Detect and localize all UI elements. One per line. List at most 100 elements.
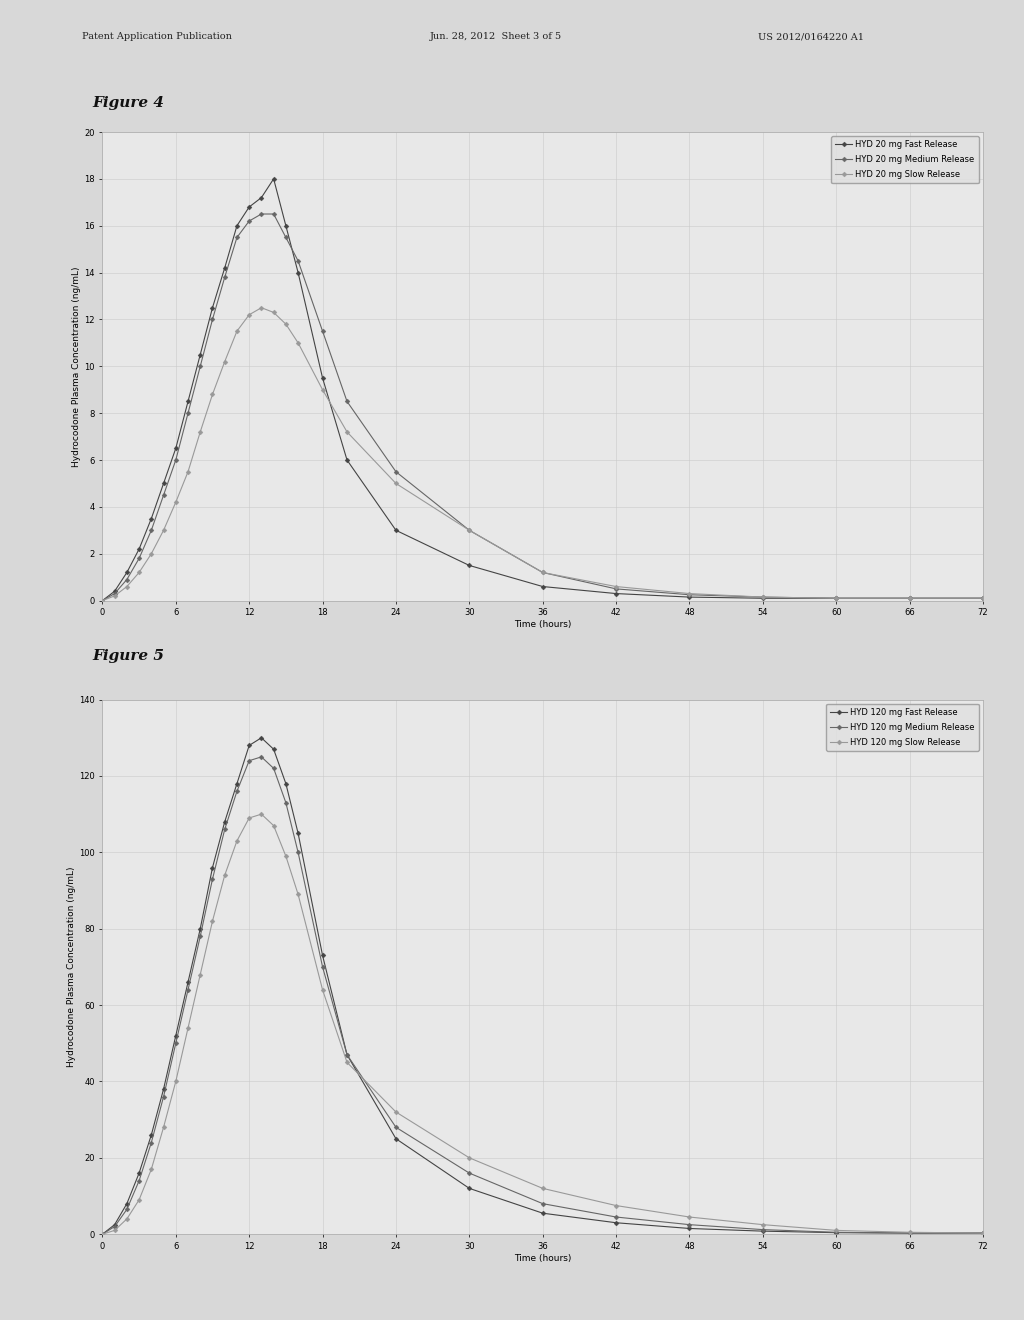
HYD 120 mg Fast Release bbox=[316, 948, 329, 964]
HYD 20 mg Fast Release bbox=[158, 475, 170, 491]
HYD 120 mg Slow Release bbox=[109, 1222, 121, 1238]
HYD 20 mg Medium Release bbox=[133, 550, 145, 566]
HYD 120 mg Fast Release bbox=[977, 1225, 989, 1241]
HYD 120 mg Fast Release bbox=[109, 1217, 121, 1233]
HYD 20 mg Fast Release bbox=[903, 590, 915, 606]
HYD 20 mg Fast Release bbox=[243, 199, 255, 215]
HYD 120 mg Fast Release bbox=[610, 1214, 623, 1230]
HYD 120 mg Medium Release bbox=[341, 1047, 353, 1063]
Text: Figure 5: Figure 5 bbox=[92, 648, 164, 663]
HYD 120 mg Slow Release bbox=[463, 1150, 475, 1166]
HYD 120 mg Medium Release bbox=[109, 1218, 121, 1234]
Line: HYD 20 mg Medium Release: HYD 20 mg Medium Release bbox=[100, 213, 985, 602]
HYD 20 mg Fast Release bbox=[218, 260, 230, 276]
HYD 120 mg Medium Release bbox=[158, 1089, 170, 1105]
Line: HYD 120 mg Fast Release: HYD 120 mg Fast Release bbox=[100, 737, 985, 1236]
HYD 20 mg Medium Release bbox=[683, 587, 695, 603]
HYD 20 mg Slow Release bbox=[182, 463, 195, 479]
HYD 120 mg Medium Release bbox=[292, 845, 304, 861]
HYD 120 mg Slow Release bbox=[316, 982, 329, 998]
HYD 20 mg Fast Release bbox=[292, 264, 304, 280]
X-axis label: Time (hours): Time (hours) bbox=[514, 1254, 571, 1263]
HYD 20 mg Fast Release bbox=[267, 170, 280, 186]
HYD 20 mg Fast Release bbox=[133, 541, 145, 557]
HYD 120 mg Fast Release bbox=[96, 1226, 109, 1242]
HYD 120 mg Slow Release bbox=[96, 1226, 109, 1242]
HYD 120 mg Medium Release bbox=[243, 752, 255, 768]
HYD 120 mg Fast Release bbox=[757, 1224, 769, 1239]
HYD 120 mg Medium Release bbox=[195, 928, 207, 944]
HYD 120 mg Medium Release bbox=[133, 1172, 145, 1188]
HYD 20 mg Medium Release bbox=[109, 586, 121, 602]
HYD 120 mg Fast Release bbox=[121, 1196, 133, 1212]
HYD 120 mg Fast Release bbox=[341, 1047, 353, 1063]
HYD 20 mg Fast Release bbox=[195, 347, 207, 363]
HYD 120 mg Slow Release bbox=[182, 1020, 195, 1036]
HYD 20 mg Fast Release bbox=[757, 590, 769, 606]
HYD 120 mg Fast Release bbox=[267, 742, 280, 758]
HYD 120 mg Fast Release bbox=[463, 1180, 475, 1196]
HYD 120 mg Medium Release bbox=[182, 982, 195, 998]
HYD 20 mg Fast Release bbox=[316, 370, 329, 385]
HYD 120 mg Slow Release bbox=[170, 1073, 182, 1089]
HYD 120 mg Medium Release bbox=[255, 748, 267, 764]
HYD 20 mg Slow Release bbox=[903, 590, 915, 606]
HYD 120 mg Slow Release bbox=[121, 1210, 133, 1226]
HYD 120 mg Medium Release bbox=[230, 783, 243, 799]
HYD 120 mg Fast Release bbox=[255, 730, 267, 746]
HYD 120 mg Slow Release bbox=[195, 966, 207, 982]
HYD 20 mg Medium Release bbox=[463, 523, 475, 539]
HYD 20 mg Slow Release bbox=[243, 306, 255, 322]
HYD 20 mg Fast Release bbox=[182, 393, 195, 409]
HYD 20 mg Medium Release bbox=[182, 405, 195, 421]
HYD 20 mg Slow Release bbox=[341, 424, 353, 440]
HYD 20 mg Fast Release bbox=[390, 523, 402, 539]
HYD 20 mg Fast Release bbox=[683, 589, 695, 605]
HYD 120 mg Fast Release bbox=[830, 1225, 843, 1241]
HYD 20 mg Medium Release bbox=[316, 323, 329, 339]
HYD 20 mg Slow Release bbox=[145, 545, 158, 561]
HYD 20 mg Medium Release bbox=[757, 589, 769, 605]
HYD 120 mg Medium Release bbox=[830, 1225, 843, 1241]
Line: HYD 20 mg Fast Release: HYD 20 mg Fast Release bbox=[100, 177, 985, 602]
Legend: HYD 20 mg Fast Release, HYD 20 mg Medium Release, HYD 20 mg Slow Release: HYD 20 mg Fast Release, HYD 20 mg Medium… bbox=[831, 136, 979, 183]
HYD 20 mg Fast Release bbox=[109, 583, 121, 599]
HYD 20 mg Medium Release bbox=[158, 487, 170, 503]
HYD 120 mg Medium Release bbox=[96, 1226, 109, 1242]
HYD 20 mg Medium Release bbox=[218, 269, 230, 285]
HYD 20 mg Medium Release bbox=[121, 572, 133, 587]
HYD 120 mg Slow Release bbox=[610, 1197, 623, 1213]
HYD 20 mg Fast Release bbox=[170, 441, 182, 457]
HYD 120 mg Slow Release bbox=[903, 1225, 915, 1241]
HYD 120 mg Fast Release bbox=[243, 738, 255, 754]
HYD 20 mg Medium Release bbox=[977, 590, 989, 606]
HYD 120 mg Fast Release bbox=[218, 814, 230, 830]
HYD 120 mg Medium Release bbox=[537, 1196, 549, 1212]
HYD 20 mg Slow Release bbox=[267, 305, 280, 321]
Y-axis label: Hydrocodone Plasma Concentration (ng/mL): Hydrocodone Plasma Concentration (ng/mL) bbox=[73, 267, 81, 466]
HYD 120 mg Medium Release bbox=[316, 958, 329, 974]
HYD 20 mg Medium Release bbox=[390, 463, 402, 479]
HYD 20 mg Medium Release bbox=[170, 451, 182, 469]
HYD 20 mg Medium Release bbox=[280, 230, 292, 246]
HYD 20 mg Medium Release bbox=[206, 312, 219, 327]
HYD 120 mg Medium Release bbox=[903, 1225, 915, 1241]
HYD 120 mg Slow Release bbox=[537, 1180, 549, 1196]
HYD 20 mg Slow Release bbox=[218, 354, 230, 370]
Text: US 2012/0164220 A1: US 2012/0164220 A1 bbox=[758, 33, 864, 41]
HYD 20 mg Slow Release bbox=[96, 593, 109, 609]
HYD 20 mg Fast Release bbox=[145, 511, 158, 527]
HYD 120 mg Slow Release bbox=[243, 810, 255, 826]
HYD 120 mg Slow Release bbox=[218, 867, 230, 883]
Text: Patent Application Publication: Patent Application Publication bbox=[82, 33, 231, 41]
HYD 120 mg Slow Release bbox=[255, 807, 267, 822]
HYD 120 mg Medium Release bbox=[218, 821, 230, 837]
HYD 120 mg Medium Release bbox=[267, 760, 280, 776]
HYD 120 mg Fast Release bbox=[182, 974, 195, 990]
HYD 20 mg Slow Release bbox=[133, 565, 145, 581]
HYD 20 mg Medium Release bbox=[610, 581, 623, 597]
HYD 120 mg Slow Release bbox=[280, 849, 292, 865]
HYD 120 mg Fast Release bbox=[206, 859, 219, 875]
HYD 120 mg Fast Release bbox=[145, 1127, 158, 1143]
HYD 20 mg Slow Release bbox=[230, 323, 243, 339]
